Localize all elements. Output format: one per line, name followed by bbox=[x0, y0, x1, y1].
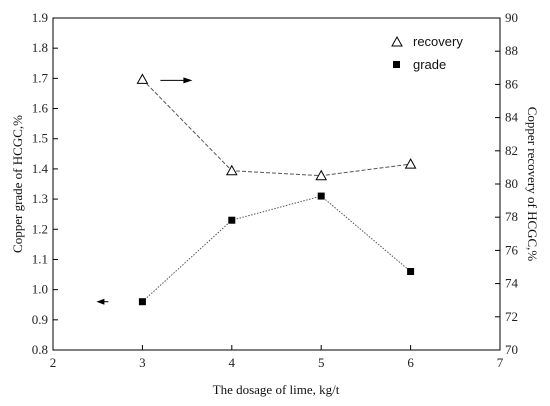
x-tick-label: 5 bbox=[318, 355, 325, 370]
y-left-tick-label: 1.3 bbox=[32, 191, 48, 206]
y-right-tick-label: 72 bbox=[505, 309, 518, 324]
y-left-tick-label: 1.9 bbox=[32, 10, 48, 25]
y-left-tick-label: 1.0 bbox=[32, 282, 48, 297]
lines-layer bbox=[142, 79, 411, 303]
left-axis-arrow-head bbox=[96, 298, 105, 305]
y-axis-right-title: Copper recovery of HCGC,% bbox=[525, 107, 540, 262]
y-left-tick-label: 1.7 bbox=[32, 70, 49, 85]
data-point-grade bbox=[138, 298, 146, 306]
y-right-tick-label: 76 bbox=[505, 242, 519, 257]
legend-grade-marker bbox=[393, 61, 400, 68]
y-left-tick-label: 1.4 bbox=[32, 161, 49, 176]
data-point-grade bbox=[317, 192, 325, 200]
data-point-recovery bbox=[315, 169, 328, 181]
y-left-tick-label: 1.1 bbox=[32, 251, 48, 266]
y-right-tick-label: 74 bbox=[505, 276, 519, 291]
y-right-tick-label: 90 bbox=[505, 10, 518, 25]
y-right-tick-label: 84 bbox=[505, 110, 519, 125]
y-left-tick-label: 1.8 bbox=[32, 40, 48, 55]
series-line-grade bbox=[142, 195, 411, 303]
y-left-tick-label: 0.8 bbox=[32, 342, 48, 357]
y-left-tick-label: 1.5 bbox=[32, 131, 48, 146]
x-tick-label: 3 bbox=[139, 355, 146, 370]
data-point-grade bbox=[407, 268, 415, 276]
y-left-tick-label: 0.9 bbox=[32, 312, 48, 327]
ticks-layer: 2 3 4 5 6 7 0.8 0.9 1.0 1.1 1.2 1.3 1.4 1.5 1.6 1.7 1.8 1… bbox=[32, 10, 519, 370]
y-right-tick-label: 86 bbox=[505, 76, 519, 91]
y-right-tick-label: 70 bbox=[505, 342, 518, 357]
legend-recovery-label: recovery bbox=[413, 34, 463, 49]
x-axis-title: The dosage of lime, kg/t bbox=[213, 382, 340, 397]
y-left-tick-label: 1.6 bbox=[32, 101, 49, 116]
x-tick-label: 2 bbox=[50, 355, 57, 370]
data-point-recovery bbox=[404, 158, 417, 169]
y-right-tick-label: 78 bbox=[505, 209, 518, 224]
y-axis-left-title: Copper grade of HCGC,% bbox=[10, 115, 25, 253]
legend-grade-label: grade bbox=[413, 57, 446, 72]
data-point-recovery bbox=[225, 164, 238, 176]
right-axis-arrow-head bbox=[183, 77, 193, 84]
y-left-tick-label: 1.2 bbox=[32, 221, 48, 236]
x-tick-label: 4 bbox=[229, 355, 236, 370]
y-right-tick-label: 82 bbox=[505, 143, 518, 158]
legend-recovery-marker bbox=[391, 35, 403, 47]
legend: recovery grade bbox=[391, 34, 463, 72]
y-right-tick-label: 80 bbox=[505, 176, 518, 191]
series-line-recovery bbox=[142, 79, 411, 177]
x-tick-label: 6 bbox=[407, 355, 414, 370]
x-tick-label: 7 bbox=[497, 355, 504, 370]
data-point-grade bbox=[228, 216, 236, 224]
data-point-recovery bbox=[136, 73, 149, 84]
markers-layer bbox=[136, 73, 417, 306]
annotations-layer bbox=[96, 77, 193, 305]
y-right-tick-label: 88 bbox=[505, 43, 518, 58]
